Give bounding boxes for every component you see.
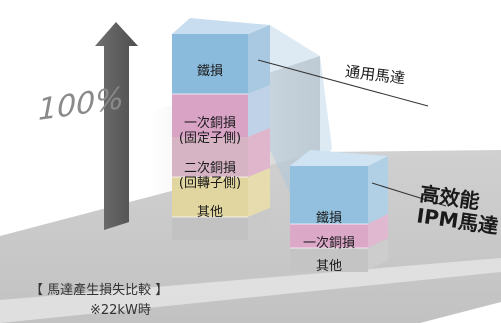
ipm-primary-copper-loss-label: 一次銅損: [302, 236, 355, 251]
ipm-other-loss-segment: [290, 248, 368, 272]
ipm-primary-copper-loss-segment: [290, 224, 368, 248]
ipm-iron-loss-label: 鐵損: [315, 211, 342, 226]
other-loss-segment: [172, 217, 248, 240]
segment-side: [368, 238, 388, 270]
ipm-other-loss-label: 其他: [315, 259, 342, 274]
segment-side: [248, 25, 270, 94]
secondary-copper-loss-label-line2: (回轉子側): [178, 176, 242, 191]
ipm-iron-loss-segment: [290, 166, 368, 224]
segment-side: [248, 128, 270, 177]
secondary-copper-loss-label-line1: 二次銅損: [183, 161, 236, 176]
segment-side: [248, 168, 270, 217]
other-loss-label: 其他: [196, 205, 223, 220]
primary-copper-loss-label-line1: 一次銅損: [183, 116, 236, 131]
segment-side: [248, 85, 270, 137]
primary-copper-loss-segment: [172, 94, 248, 137]
leader-line-general: [257, 59, 429, 107]
caption-title: 【 馬達產生損失比較 】: [30, 283, 169, 298]
up-arrow-icon: [95, 22, 138, 230]
segment-top: [172, 18, 270, 34]
ipm-motor-column: [290, 150, 388, 272]
segment-side: [368, 156, 388, 224]
leader-line-ipm: [371, 182, 447, 207]
primary-copper-loss-label-line2: (固定子側): [178, 131, 242, 146]
iron-loss-segment: [172, 34, 248, 94]
segment-top: [290, 150, 388, 166]
primary-copper-loss-label: 一次銅損 (固定子側): [172, 116, 248, 146]
general-motor-column: [172, 18, 270, 240]
segment-side: [248, 208, 270, 240]
segment-side: [368, 214, 388, 248]
secondary-copper-loss-segment: [172, 177, 248, 217]
iron-loss-label: 鐵損: [196, 64, 223, 79]
primary-copper-loss-segment-lower: [172, 137, 248, 177]
caption-note: ※22kW時: [90, 303, 151, 318]
floor-front-band: [0, 258, 501, 323]
secondary-copper-loss-label: 二次銅損 (回轉子側): [172, 161, 248, 191]
